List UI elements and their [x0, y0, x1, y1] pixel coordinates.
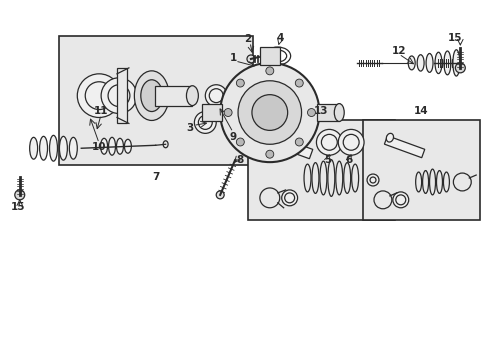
Circle shape	[395, 195, 405, 205]
Circle shape	[281, 190, 297, 206]
Circle shape	[236, 138, 244, 146]
Ellipse shape	[434, 52, 441, 73]
Text: 2: 2	[244, 34, 251, 44]
Circle shape	[209, 89, 223, 103]
Bar	[60, 36, 252, 165]
Circle shape	[85, 82, 113, 109]
Circle shape	[220, 63, 319, 162]
Circle shape	[366, 174, 378, 186]
Bar	[247, 121, 394, 220]
Ellipse shape	[186, 86, 198, 105]
Ellipse shape	[351, 164, 358, 192]
Text: 3: 3	[186, 123, 194, 134]
Text: 15: 15	[10, 202, 25, 212]
Circle shape	[369, 177, 375, 183]
Bar	[259, 47, 279, 65]
Text: 9: 9	[229, 132, 236, 142]
Text: 8: 8	[236, 155, 243, 165]
Ellipse shape	[311, 163, 318, 193]
Circle shape	[284, 193, 294, 203]
Circle shape	[205, 85, 226, 107]
Ellipse shape	[343, 163, 350, 193]
Circle shape	[246, 55, 254, 63]
Ellipse shape	[101, 138, 107, 154]
Ellipse shape	[386, 133, 393, 142]
Bar	[202, 104, 222, 121]
Ellipse shape	[124, 139, 131, 153]
Circle shape	[316, 129, 342, 155]
Circle shape	[15, 190, 25, 200]
Text: 6: 6	[345, 155, 352, 165]
Ellipse shape	[428, 169, 435, 195]
Ellipse shape	[304, 164, 310, 192]
Circle shape	[265, 150, 273, 158]
Ellipse shape	[415, 172, 421, 192]
Bar	[384, 136, 424, 158]
Ellipse shape	[30, 137, 38, 159]
Circle shape	[251, 95, 287, 130]
Text: 15: 15	[447, 33, 462, 43]
Circle shape	[295, 138, 303, 146]
Ellipse shape	[334, 104, 344, 121]
Text: 4: 4	[275, 33, 283, 43]
Circle shape	[321, 134, 337, 150]
Ellipse shape	[452, 50, 459, 76]
Text: 7: 7	[152, 172, 159, 182]
Ellipse shape	[49, 135, 57, 161]
Text: 10: 10	[92, 142, 106, 152]
Ellipse shape	[327, 159, 334, 196]
Ellipse shape	[264, 47, 290, 65]
Ellipse shape	[416, 55, 423, 71]
Circle shape	[295, 79, 303, 87]
Circle shape	[224, 109, 232, 117]
Circle shape	[392, 192, 408, 208]
Ellipse shape	[141, 80, 163, 112]
Polygon shape	[117, 68, 127, 123]
Ellipse shape	[163, 141, 168, 148]
Ellipse shape	[335, 161, 342, 195]
Circle shape	[198, 116, 212, 129]
Ellipse shape	[422, 171, 427, 193]
Circle shape	[307, 109, 315, 117]
Ellipse shape	[425, 54, 432, 72]
Bar	[154, 86, 192, 105]
Text: 13: 13	[313, 105, 328, 116]
Bar	[317, 104, 339, 121]
Text: 14: 14	[413, 105, 428, 116]
Ellipse shape	[268, 50, 286, 62]
Ellipse shape	[268, 131, 277, 141]
Ellipse shape	[407, 56, 414, 70]
Text: 11: 11	[94, 105, 108, 116]
Circle shape	[101, 78, 137, 113]
Text: 12: 12	[391, 46, 405, 56]
Ellipse shape	[443, 51, 450, 75]
Text: 5: 5	[323, 155, 330, 165]
Circle shape	[216, 191, 224, 199]
Ellipse shape	[40, 136, 47, 160]
Bar	[267, 134, 312, 159]
Circle shape	[265, 67, 273, 75]
Circle shape	[238, 81, 301, 144]
Ellipse shape	[108, 137, 115, 155]
Text: 1: 1	[229, 53, 236, 63]
Bar	[362, 121, 479, 220]
Circle shape	[194, 112, 216, 133]
Circle shape	[338, 129, 364, 155]
Ellipse shape	[69, 137, 77, 159]
Ellipse shape	[319, 161, 326, 195]
Ellipse shape	[60, 136, 67, 160]
Circle shape	[77, 74, 121, 117]
Ellipse shape	[443, 172, 448, 192]
Circle shape	[343, 134, 358, 150]
Circle shape	[454, 63, 464, 73]
Circle shape	[108, 85, 130, 107]
Circle shape	[236, 79, 244, 87]
Ellipse shape	[134, 71, 169, 121]
Ellipse shape	[436, 171, 442, 193]
Ellipse shape	[116, 138, 123, 154]
